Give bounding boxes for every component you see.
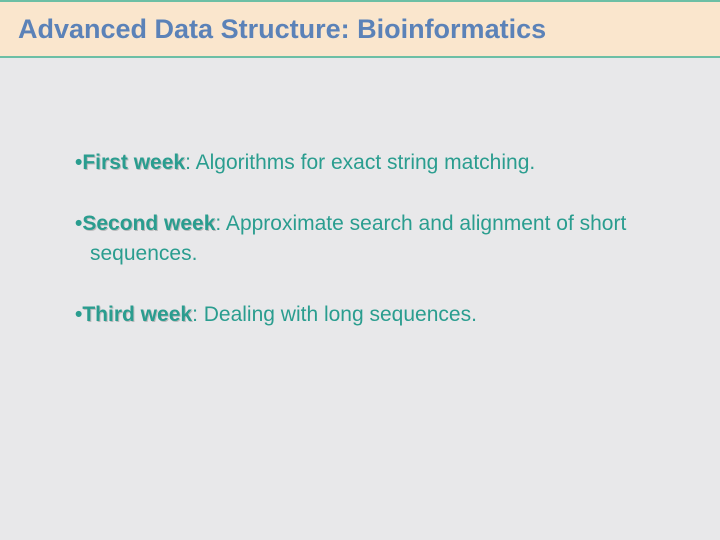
week-text: : Algorithms for exact string matching.	[185, 151, 535, 174]
bullet-item: •Second week: Approximate search and ali…	[75, 209, 660, 268]
week-label: First week	[82, 151, 185, 174]
week-label: Second week	[82, 212, 215, 235]
week-text: : Dealing with long sequences.	[192, 303, 477, 326]
slide-title: Advanced Data Structure: Bioinformatics	[18, 14, 546, 45]
slide-header: Advanced Data Structure: Bioinformatics	[0, 0, 720, 58]
bullet-item: •First week: Algorithms for exact string…	[75, 148, 660, 177]
slide-content: •First week: Algorithms for exact string…	[0, 58, 720, 330]
week-label: Third week	[82, 303, 192, 326]
bullet-item: •Third week: Dealing with long sequences…	[75, 300, 660, 329]
